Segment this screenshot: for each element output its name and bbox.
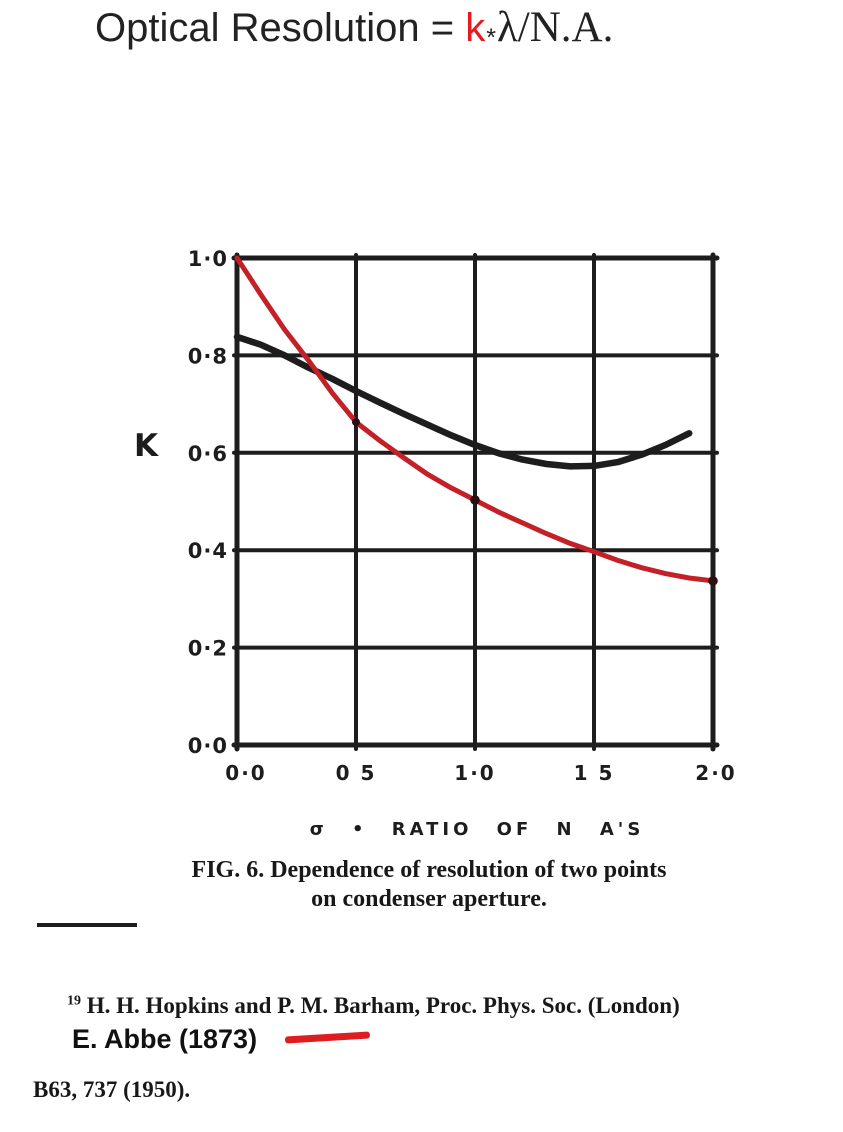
x-axis-title: σ • RATIO OF N A'S — [310, 819, 645, 840]
abbe-legend-label: E. Abbe (1873) — [72, 1024, 258, 1054]
figure-caption-line2: on condenser aperture. — [311, 886, 547, 912]
reference-text: H. H. Hopkins and P. M. Barham, Proc. Ph… — [81, 993, 680, 1018]
y-axis-title: K — [134, 428, 159, 464]
abbe-red-line-swatch — [284, 1031, 371, 1044]
title-k-factor: k — [465, 6, 486, 50]
x-tick-label: 1·0 — [454, 761, 495, 785]
data-point-marker — [470, 495, 480, 505]
y-tick-label: 0·0 — [188, 734, 228, 758]
reference-superscript: 19 — [67, 993, 81, 1009]
y-tick-label: 1·0 — [188, 247, 228, 271]
reference-line1: 19 H. H. Hopkins and P. M. Barham, Proc.… — [33, 992, 839, 1020]
y-tick-label: 0·4 — [188, 539, 228, 563]
x-tick-label: 0 5 — [336, 761, 377, 785]
x-tick-label: 0·0 — [225, 761, 266, 785]
x-tick-label: 2·0 — [695, 761, 736, 785]
title-lambda-na: λ/N.A. — [496, 4, 614, 51]
reference-line2: B63, 737 (1950). — [33, 1077, 191, 1102]
title-text: Optical Resolution = — [95, 6, 466, 50]
figure-caption-line1: FIG. 6. Dependence of resolution of two … — [191, 857, 667, 883]
figure-caption: FIG. 6. Dependence of resolution of two … — [15, 856, 843, 914]
data-point-marker — [708, 576, 718, 586]
y-tick-label: 0·2 — [188, 637, 228, 661]
resolution-chart-svg: 0·0 0·2 0·4 0·6 0·8 1·0 0·0 0 5 1·0 1 5 2·0 Kσ • RA… — [134, 247, 736, 840]
abbe-legend: E. Abbe (1873) — [72, 1024, 371, 1055]
y-tick-label: 0·8 — [188, 344, 228, 368]
y-tick-label: 0·6 — [188, 442, 228, 466]
x-tick-label: 1 5 — [574, 761, 615, 785]
page-title: Optical Resolution = k*λ/N.A. — [95, 4, 613, 57]
footnote-rule — [37, 923, 137, 927]
title-asterisk: * — [486, 24, 496, 52]
data-point-marker — [352, 418, 360, 427]
